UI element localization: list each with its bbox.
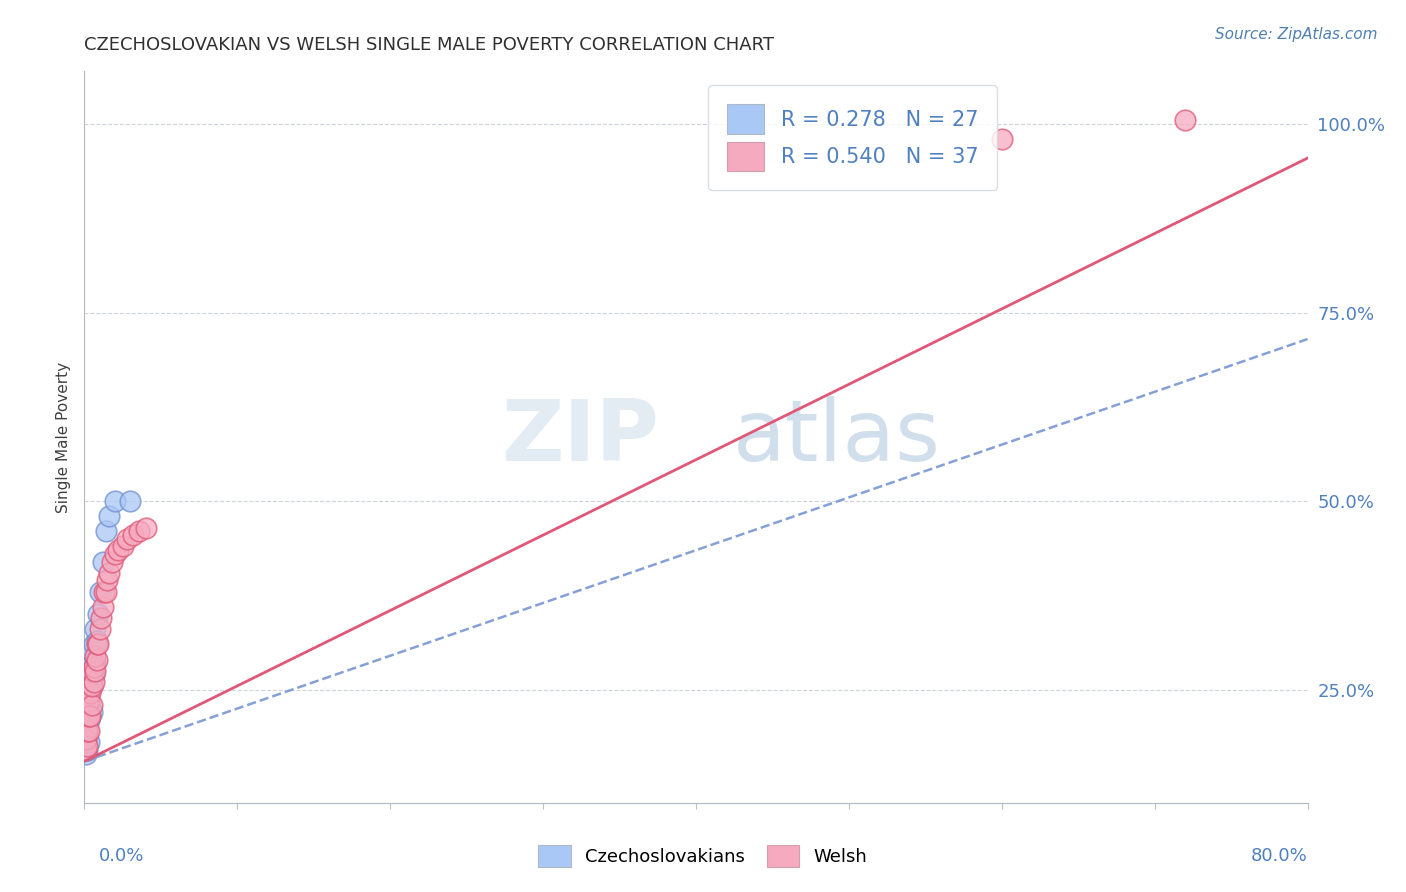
Point — [77, 698, 100, 712]
Point — [91, 554, 114, 568]
Point — [80, 664, 103, 678]
Point — [86, 652, 108, 666]
Point — [83, 660, 105, 674]
Point — [90, 611, 112, 625]
Point — [79, 709, 101, 723]
Point — [84, 657, 107, 671]
Point — [89, 584, 111, 599]
Point — [97, 566, 120, 580]
Point — [87, 637, 110, 651]
Y-axis label: Single Male Poverty: Single Male Poverty — [56, 361, 72, 513]
Point — [1174, 113, 1197, 128]
Point — [94, 584, 117, 599]
Point — [97, 509, 120, 524]
Point — [122, 528, 145, 542]
Point — [80, 645, 103, 659]
Point — [76, 743, 98, 757]
Point — [77, 694, 100, 708]
Point — [80, 679, 103, 693]
Point — [79, 686, 101, 700]
Point — [76, 724, 98, 739]
Point — [84, 623, 107, 637]
Point — [84, 664, 107, 678]
Point — [94, 524, 117, 539]
Point — [93, 584, 115, 599]
Point — [87, 607, 110, 622]
Point — [76, 709, 98, 723]
Point — [89, 623, 111, 637]
Point — [107, 543, 129, 558]
Point — [77, 709, 100, 723]
Point — [83, 637, 105, 651]
Point — [86, 637, 108, 651]
Point — [101, 554, 124, 568]
Point — [135, 520, 157, 534]
Point — [83, 667, 105, 681]
Legend: R = 0.278   N = 27, R = 0.540   N = 37: R = 0.278 N = 27, R = 0.540 N = 37 — [709, 86, 997, 190]
Point — [75, 731, 97, 746]
Legend: Czechoslovakians, Welsh: Czechoslovakians, Welsh — [531, 838, 875, 874]
Point — [80, 698, 103, 712]
Point — [75, 743, 97, 757]
Point — [76, 739, 98, 754]
Point — [76, 701, 98, 715]
Point — [991, 132, 1014, 146]
Point — [128, 524, 150, 539]
Text: 80.0%: 80.0% — [1251, 847, 1308, 865]
Point — [86, 633, 108, 648]
Point — [76, 724, 98, 739]
Text: 0.0%: 0.0% — [98, 847, 143, 865]
Point — [104, 547, 127, 561]
Point — [80, 706, 103, 720]
Point — [75, 739, 97, 754]
Point — [77, 724, 100, 739]
Point — [120, 494, 142, 508]
Point — [111, 540, 134, 554]
Point — [80, 679, 103, 693]
Point — [80, 657, 103, 671]
Point — [91, 599, 114, 614]
Point — [104, 494, 127, 508]
Point — [79, 657, 101, 671]
Point — [77, 735, 100, 749]
Text: Source: ZipAtlas.com: Source: ZipAtlas.com — [1215, 27, 1378, 42]
Point — [115, 532, 138, 546]
Point — [79, 682, 101, 697]
Text: atlas: atlas — [733, 395, 941, 479]
Point — [84, 648, 107, 663]
Point — [75, 747, 97, 761]
Point — [83, 675, 105, 690]
Point — [79, 709, 101, 723]
Text: CZECHOSLOVAKIAN VS WELSH SINGLE MALE POVERTY CORRELATION CHART: CZECHOSLOVAKIAN VS WELSH SINGLE MALE POV… — [84, 36, 775, 54]
Text: ZIP: ZIP — [502, 395, 659, 479]
Point — [96, 574, 118, 588]
Point — [77, 713, 100, 727]
